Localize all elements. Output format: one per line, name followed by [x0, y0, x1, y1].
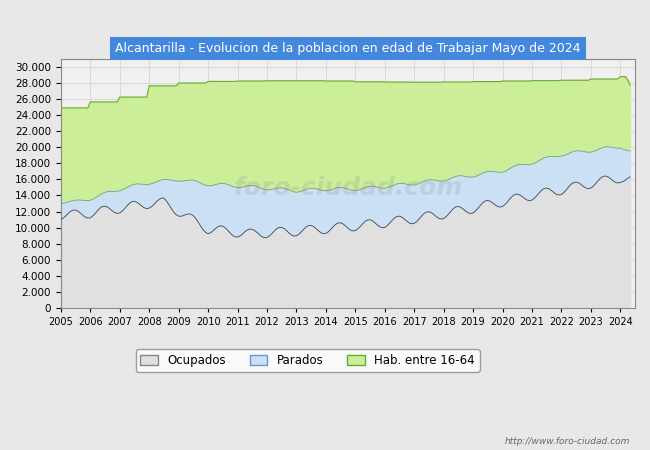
Title: Alcantarilla - Evolucion de la poblacion en edad de Trabajar Mayo de 2024: Alcantarilla - Evolucion de la poblacion…: [115, 42, 580, 55]
Text: foro-ciudad.com: foro-ciudad.com: [233, 176, 463, 200]
Legend: Ocupados, Parados, Hab. entre 16-64: Ocupados, Parados, Hab. entre 16-64: [136, 349, 480, 372]
Text: http://www.foro-ciudad.com: http://www.foro-ciudad.com: [505, 436, 630, 446]
